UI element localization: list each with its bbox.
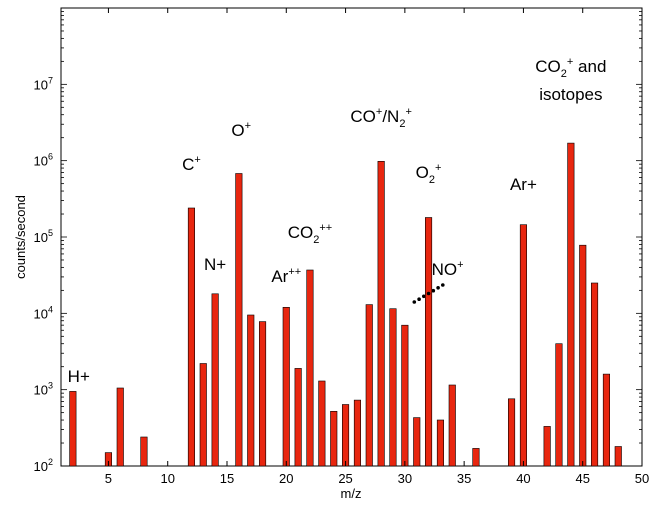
pointer-dot	[417, 297, 421, 302]
peak-annotation: NO+	[432, 259, 464, 279]
bar-mz-2	[69, 391, 77, 467]
bar-mz-23	[318, 380, 326, 467]
y-axis-title: counts/second	[13, 195, 28, 279]
x-axis-title: m/z	[341, 486, 362, 501]
bar-mz-6	[116, 387, 124, 467]
bar-mz-26	[353, 399, 362, 467]
bar-mz-13	[199, 363, 207, 467]
bar-mz-21	[294, 368, 302, 467]
no-plus-dotted-pointer	[412, 283, 445, 304]
bar-mz-40	[519, 224, 528, 467]
peak-annotation: Ar+	[510, 175, 537, 194]
x-tick-label: 30	[398, 471, 412, 486]
x-tick-label: 50	[635, 471, 649, 486]
peak-annotation: Ar++	[271, 266, 301, 286]
y-tick-label: 106	[34, 152, 53, 169]
bar-mz-43	[555, 343, 563, 467]
pointer-dot	[426, 291, 431, 296]
x-tick-label: 45	[575, 471, 589, 486]
peak-annotation: isotopes	[539, 85, 602, 104]
bar-mz-27	[365, 304, 373, 467]
bar-mz-39	[507, 398, 516, 467]
bar-mz-46	[590, 282, 599, 467]
bar-mz-44	[567, 142, 575, 467]
x-tick-label: 25	[338, 471, 352, 486]
bar-mz-20	[282, 306, 290, 467]
bar-mz-36	[472, 448, 480, 467]
bar-mz-32	[424, 217, 433, 467]
bar-mz-24	[330, 410, 338, 467]
x-tick-label: 40	[516, 471, 530, 486]
y-tick-label: 107	[34, 75, 53, 92]
bar-mz-16	[235, 173, 243, 467]
y-tick-label: 103	[34, 381, 53, 398]
y-tick-label: 104	[34, 304, 53, 321]
y-tick-label: 105	[34, 228, 53, 245]
peak-annotation: O2+	[416, 162, 442, 186]
pointer-dot	[412, 300, 417, 304]
bar-mz-14	[211, 293, 219, 467]
pointer-dot	[431, 288, 436, 293]
bar-mz-47	[602, 373, 611, 467]
bar-mz-34	[448, 384, 456, 467]
bar-mz-30	[401, 324, 409, 467]
bar-mz-28	[377, 161, 385, 467]
pointer-dot	[441, 283, 445, 287]
bar-mz-31	[413, 417, 421, 467]
bar-mz-25	[341, 404, 350, 467]
plot-area	[60, 7, 643, 467]
peak-annotation: C+	[182, 154, 201, 174]
bar-mz-33	[436, 419, 445, 467]
bar-mz-29	[389, 308, 397, 467]
peak-annotation: H+	[68, 367, 90, 386]
bar-mz-48	[614, 446, 622, 467]
peak-annotation: CO2++	[288, 222, 332, 246]
peak-annotation: CO2+ and	[535, 56, 606, 80]
pointer-dot	[436, 286, 440, 290]
bar-mz-42	[543, 426, 551, 467]
bar-mz-8	[140, 436, 148, 467]
x-tick-label: 5	[105, 471, 112, 486]
bar-mz-17	[247, 314, 255, 467]
y-ticks-group: 102 103 104 105 106 107	[34, 7, 642, 474]
bar-mz-45	[579, 244, 587, 467]
x-ticks-group: 5 10 15 20 25 30 35 40 45 50	[105, 8, 649, 486]
bar-mz-12	[187, 207, 195, 467]
bar-mz-18	[258, 321, 267, 467]
y-tick-label: 102	[34, 457, 53, 474]
peak-annotation: N+	[204, 255, 226, 274]
pointer-dot	[422, 294, 426, 299]
x-tick-label: 10	[160, 471, 174, 486]
peak-annotation: O+	[231, 120, 251, 140]
peak-annotation: CO+/N2+	[350, 106, 412, 130]
x-tick-label: 35	[457, 471, 471, 486]
bar-mz-22	[306, 269, 314, 467]
x-tick-label: 15	[220, 471, 234, 486]
annotations-group: H+ C+ N+ O+ Ar++ CO2++ CO+/N2+ O2+ NO+ Ar+ CO2+ an…	[68, 56, 607, 386]
x-tick-label: 20	[279, 471, 293, 486]
bars-group	[69, 142, 622, 467]
